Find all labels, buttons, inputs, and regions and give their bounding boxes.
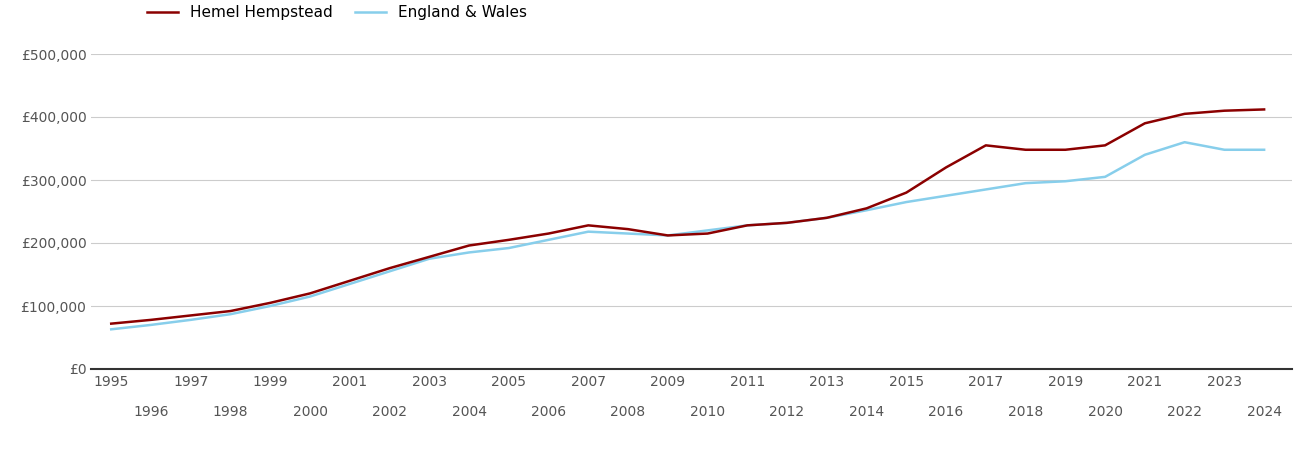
Hemel Hempstead xyxy=(1257,107,1272,112)
Hemel Hempstead xyxy=(342,278,358,284)
Hemel Hempstead xyxy=(699,231,715,236)
England & Wales xyxy=(1137,152,1152,158)
England & Wales xyxy=(262,303,278,309)
England & Wales xyxy=(899,199,915,205)
Hemel Hempstead xyxy=(859,206,874,211)
Line: England & Wales: England & Wales xyxy=(111,142,1265,329)
Hemel Hempstead xyxy=(1216,108,1232,113)
Hemel Hempstead xyxy=(779,220,795,225)
England & Wales xyxy=(342,281,358,287)
Hemel Hempstead xyxy=(501,237,517,243)
England & Wales xyxy=(859,207,874,213)
Hemel Hempstead xyxy=(581,223,596,228)
England & Wales xyxy=(820,215,835,220)
Hemel Hempstead xyxy=(183,313,198,318)
England & Wales xyxy=(303,294,318,299)
England & Wales xyxy=(699,228,715,233)
England & Wales xyxy=(1057,179,1073,184)
Legend: Hemel Hempstead, England & Wales: Hemel Hempstead, England & Wales xyxy=(147,5,527,20)
Line: Hemel Hempstead: Hemel Hempstead xyxy=(111,109,1265,324)
Hemel Hempstead xyxy=(938,165,954,170)
England & Wales xyxy=(381,269,397,274)
England & Wales xyxy=(1216,147,1232,153)
England & Wales xyxy=(1257,147,1272,153)
Hemel Hempstead xyxy=(820,215,835,220)
Hemel Hempstead xyxy=(223,308,239,314)
Hemel Hempstead xyxy=(660,233,676,238)
England & Wales xyxy=(581,229,596,234)
Hemel Hempstead xyxy=(977,143,993,148)
England & Wales xyxy=(1098,174,1113,180)
England & Wales xyxy=(144,322,159,328)
Hemel Hempstead xyxy=(461,243,476,248)
England & Wales xyxy=(938,193,954,198)
England & Wales xyxy=(779,220,795,225)
Hemel Hempstead xyxy=(103,321,119,326)
Hemel Hempstead xyxy=(1177,111,1193,117)
England & Wales xyxy=(660,233,676,238)
England & Wales xyxy=(461,250,476,255)
England & Wales xyxy=(183,317,198,323)
Hemel Hempstead xyxy=(1137,121,1152,126)
England & Wales xyxy=(540,237,556,243)
Hemel Hempstead xyxy=(899,190,915,195)
Hemel Hempstead xyxy=(540,231,556,236)
England & Wales xyxy=(422,256,437,261)
Hemel Hempstead xyxy=(620,226,636,232)
England & Wales xyxy=(501,245,517,251)
Hemel Hempstead xyxy=(1057,147,1073,153)
Hemel Hempstead xyxy=(303,291,318,296)
England & Wales xyxy=(1018,180,1034,186)
Hemel Hempstead xyxy=(1098,143,1113,148)
England & Wales xyxy=(223,311,239,317)
England & Wales xyxy=(1177,140,1193,145)
Hemel Hempstead xyxy=(144,317,159,323)
Hemel Hempstead xyxy=(740,223,756,228)
Hemel Hempstead xyxy=(1018,147,1034,153)
England & Wales xyxy=(103,327,119,332)
Hemel Hempstead xyxy=(262,300,278,306)
England & Wales xyxy=(740,223,756,228)
England & Wales xyxy=(620,231,636,236)
Hemel Hempstead xyxy=(422,254,437,260)
England & Wales xyxy=(977,187,993,192)
Hemel Hempstead xyxy=(381,266,397,271)
